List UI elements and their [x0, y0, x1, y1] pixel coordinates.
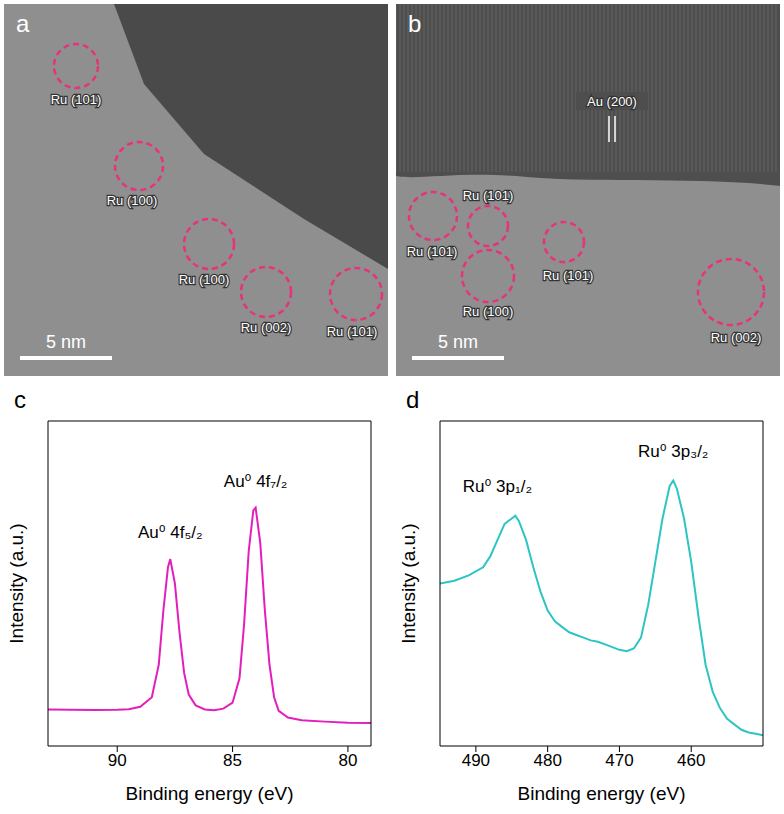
svg-text:80: 80 [338, 751, 357, 770]
svg-text:Ru (101): Ru (101) [543, 268, 594, 283]
svg-text:Ru (101): Ru (101) [407, 244, 458, 259]
svg-text:Ru (101): Ru (101) [463, 188, 514, 203]
svg-text:Ru (002): Ru (002) [711, 330, 762, 345]
svg-text:Au (200): Au (200) [587, 94, 637, 109]
svg-text:Ru⁰ 3p₁/₂: Ru⁰ 3p₁/₂ [463, 477, 532, 496]
svg-text:Ru (100): Ru (100) [463, 304, 514, 319]
svg-text:5 nm: 5 nm [438, 332, 478, 352]
svg-text:Au⁰ 4f₅/₂: Au⁰ 4f₅/₂ [138, 523, 203, 542]
svg-text:470: 470 [605, 751, 633, 770]
svg-text:Intensity (a.u.): Intensity (a.u.) [6, 523, 27, 643]
svg-text:Binding energy (eV): Binding energy (eV) [518, 783, 686, 804]
svg-text:Binding energy (eV): Binding energy (eV) [126, 783, 294, 804]
html-text:c: c [14, 386, 26, 413]
svg-text:Ru (002): Ru (002) [241, 320, 292, 335]
svg-text:490: 490 [462, 751, 490, 770]
svg-text:b: b [408, 10, 421, 37]
svg-text:Ru (100): Ru (100) [107, 193, 158, 208]
svg-text:480: 480 [533, 751, 561, 770]
svg-text:Ru (101): Ru (101) [327, 324, 378, 339]
svg-text:Ru⁰ 3p₃/₂: Ru⁰ 3p₃/₂ [638, 442, 708, 461]
svg-text:Au⁰ 4f₇/₂: Au⁰ 4f₇/₂ [224, 472, 288, 491]
svg-text:Intensity (a.u.): Intensity (a.u.) [398, 523, 419, 643]
svg-text:Ru (101): Ru (101) [51, 92, 102, 107]
svg-text:a: a [16, 10, 30, 37]
svg-text:5 nm: 5 nm [46, 332, 86, 352]
html-text:d: d [406, 386, 420, 413]
svg-text:90: 90 [108, 751, 127, 770]
svg-text:460: 460 [677, 751, 705, 770]
svg-text:Ru (100): Ru (100) [179, 272, 230, 287]
svg-text:85: 85 [223, 751, 242, 770]
